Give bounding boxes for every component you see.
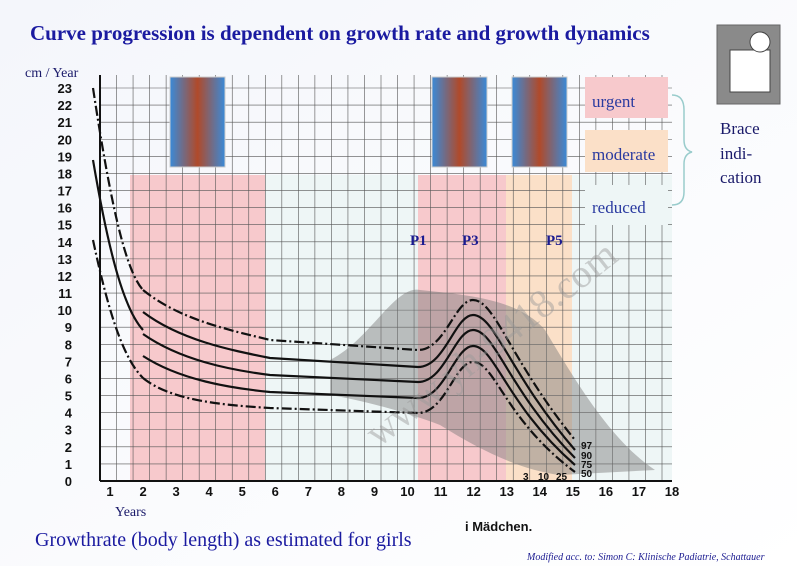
curve bbox=[91, 239, 144, 379]
brace-images bbox=[169, 76, 568, 168]
subtitle: Growthrate (body length) as estimated fo… bbox=[35, 529, 412, 551]
x-tick-label: 11 bbox=[434, 484, 448, 499]
x-tick-label: 5 bbox=[239, 484, 246, 499]
y-axis-label: cm / Year bbox=[25, 66, 79, 81]
brace-label: Brace bbox=[720, 119, 760, 138]
x-tick-label: 6 bbox=[272, 484, 279, 499]
y-tick-label: 5 bbox=[65, 389, 72, 404]
percentile-label: 50 bbox=[581, 469, 593, 480]
x-tick-label: 9 bbox=[371, 484, 378, 499]
legend-reduced bbox=[585, 185, 668, 225]
y-tick-label: 6 bbox=[65, 371, 72, 386]
x-tick-label: 7 bbox=[305, 484, 312, 499]
y-tick-label: 16 bbox=[58, 201, 72, 216]
percentile-label: 75 bbox=[581, 460, 593, 471]
y-tick-label: 2 bbox=[65, 440, 72, 455]
y-tick-label: 18 bbox=[58, 166, 72, 181]
title: Curve progression is dependent on growth… bbox=[30, 21, 650, 45]
x-tick-label: 14 bbox=[533, 484, 548, 499]
percentile-label: 3 bbox=[523, 472, 529, 483]
y-tick-label: 13 bbox=[58, 252, 72, 267]
brace-image bbox=[169, 76, 226, 168]
y-tick-label: 11 bbox=[58, 286, 72, 301]
curve bbox=[142, 311, 576, 451]
y-tick-label: 4 bbox=[65, 406, 73, 421]
x-tick-label: 18 bbox=[665, 484, 679, 499]
y-tick-label: 17 bbox=[58, 184, 72, 199]
x-axis-label: Years bbox=[115, 505, 146, 520]
legend-label: reduced bbox=[592, 198, 646, 217]
brace-image bbox=[511, 76, 568, 168]
y-tick-label: 19 bbox=[58, 149, 72, 164]
brace-image bbox=[431, 76, 488, 168]
percentile-label: 25 bbox=[556, 472, 568, 483]
brace-label: indi- bbox=[720, 144, 752, 163]
y-tick-label: 0 bbox=[65, 474, 72, 489]
x-tick-label: 15 bbox=[566, 484, 580, 499]
zone-urgent bbox=[130, 175, 265, 481]
phase-label: P3 bbox=[462, 233, 479, 249]
x-tick-label: 1 bbox=[106, 484, 113, 499]
curve bbox=[142, 289, 576, 441]
x-tick-label: 2 bbox=[139, 484, 146, 499]
brace-label: cation bbox=[720, 168, 762, 187]
y-tick-label: 3 bbox=[65, 423, 72, 438]
chart-caption: i Mädchen. bbox=[465, 519, 532, 534]
y-tick-label: 8 bbox=[65, 337, 72, 352]
legend-label: moderate bbox=[592, 145, 655, 164]
y-tick-label: 7 bbox=[65, 354, 72, 369]
legend-urgent bbox=[585, 77, 668, 118]
x-tick-label: 13 bbox=[499, 484, 513, 499]
curve bbox=[142, 360, 576, 473]
x-tick-label: 3 bbox=[173, 484, 180, 499]
x-ticks: 1 2 3 4 5 6 7 8 9 10 11 12 13 14 15 16 17 18 bbox=[106, 484, 679, 499]
footer: Modified acc. to: Simon C: Klinische Pad… bbox=[526, 552, 765, 563]
y-tick-label: 20 bbox=[58, 132, 72, 147]
y-tick-label: 15 bbox=[58, 218, 72, 233]
y-tick-label: 10 bbox=[58, 303, 72, 318]
icon-circle bbox=[749, 31, 771, 53]
x-tick-label: 17 bbox=[632, 484, 646, 499]
x-tick-label: 12 bbox=[466, 484, 480, 499]
y-tick-label: 1 bbox=[65, 457, 72, 472]
percentile-label: 90 bbox=[581, 451, 593, 462]
curve bbox=[142, 344, 576, 466]
y-tick-label: 12 bbox=[58, 269, 72, 284]
brace bbox=[671, 94, 693, 206]
phase-label: P1 bbox=[410, 233, 427, 249]
x-tick-label: 4 bbox=[206, 484, 214, 499]
legend-label: urgent bbox=[592, 92, 635, 111]
y-tick-label: 9 bbox=[65, 320, 72, 335]
icon-page bbox=[729, 49, 771, 93]
x-tick-label: 10 bbox=[400, 484, 414, 499]
y-tick-label: 23 bbox=[58, 81, 72, 96]
y-tick-label: 21 bbox=[58, 115, 72, 130]
phase-label: P5 bbox=[546, 233, 563, 249]
curve bbox=[91, 159, 144, 331]
y-tick-label: 14 bbox=[58, 235, 73, 250]
y-tick-label: 22 bbox=[58, 98, 72, 113]
percentile-label: 10 bbox=[538, 472, 550, 483]
x-tick-label: 8 bbox=[338, 484, 345, 499]
curve bbox=[142, 328, 576, 459]
shaded-range bbox=[330, 289, 655, 475]
percentile-label: 97 bbox=[581, 441, 593, 452]
legend-moderate bbox=[585, 130, 668, 172]
x-tick-label: 16 bbox=[599, 484, 613, 499]
